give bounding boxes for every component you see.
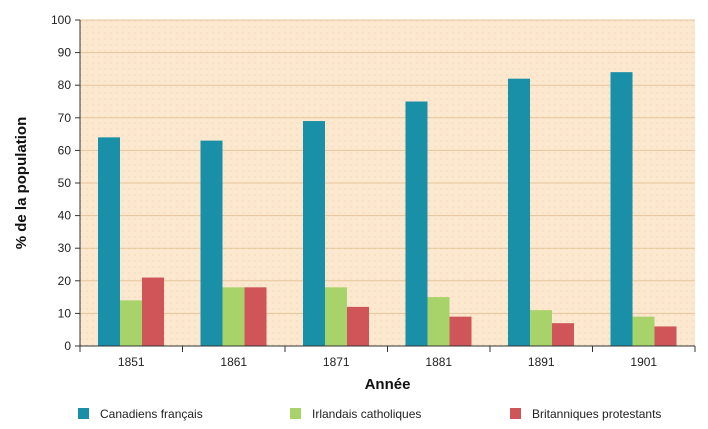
x-tick-label: 1871 — [323, 355, 350, 369]
bar-1901-series-2 — [654, 326, 677, 346]
y-tick-label: 70 — [58, 111, 72, 125]
bar-1861-series-1 — [222, 287, 245, 346]
bar-1901-series-0 — [610, 72, 633, 346]
y-tick-label: 10 — [58, 306, 72, 320]
bar-1861-series-0 — [200, 140, 223, 346]
x-axis-title: Année — [365, 376, 411, 393]
x-axis-ticks: 1851 1861 1871 1881 1891 1901 — [79, 346, 696, 369]
legend-swatch — [290, 408, 301, 419]
bar-1891-series-0 — [508, 78, 530, 347]
x-tick-label: 1891 — [528, 355, 555, 369]
bar-1871-series-2 — [347, 306, 369, 346]
bar-1861-series-2 — [244, 287, 267, 346]
bar-1891-series-1 — [530, 310, 552, 346]
bar-1881-series-0 — [405, 101, 428, 346]
bar-1881-series-2 — [449, 316, 472, 346]
bar-1851-series-0 — [98, 137, 120, 346]
grid-lines — [80, 19, 695, 314]
y-axis-title: % de la population — [13, 117, 30, 250]
x-tick-label: 1861 — [220, 355, 247, 369]
legend-label: Britanniques protestants — [532, 407, 661, 421]
y-tick-label: 40 — [58, 209, 72, 223]
bar-1851-series-2 — [142, 277, 164, 346]
bar-1901-series-1 — [632, 316, 655, 346]
bar-1871-series-1 — [325, 287, 347, 346]
y-tick-label: 60 — [58, 143, 72, 157]
bar-1891-series-2 — [552, 323, 574, 346]
legend-label: Irlandais catholiques — [312, 407, 421, 421]
y-tick-label: 100 — [51, 13, 71, 27]
y-tick-label: 20 — [58, 274, 72, 288]
bars — [98, 72, 677, 347]
y-tick-label: 80 — [58, 78, 72, 92]
x-tick-label: 1851 — [118, 355, 145, 369]
bar-1881-series-1 — [427, 297, 450, 346]
y-tick-label: 90 — [58, 46, 72, 60]
y-axis-ticks: 0 10 20 30 40 50 60 70 80 90 100 — [51, 13, 80, 353]
legend-swatch — [510, 408, 521, 419]
x-tick-label: 1881 — [425, 355, 452, 369]
bar-1851-series-1 — [120, 300, 142, 346]
bar-1871-series-0 — [303, 121, 325, 346]
legend-swatch — [78, 408, 89, 419]
y-tick-label: 30 — [58, 241, 72, 255]
y-tick-label: 50 — [58, 176, 72, 190]
legend: Canadiens français Irlandais catholiques B… — [78, 407, 661, 421]
x-tick-label: 1901 — [630, 355, 657, 369]
y-tick-label: 0 — [64, 339, 71, 353]
legend-label: Canadiens français — [100, 407, 203, 421]
